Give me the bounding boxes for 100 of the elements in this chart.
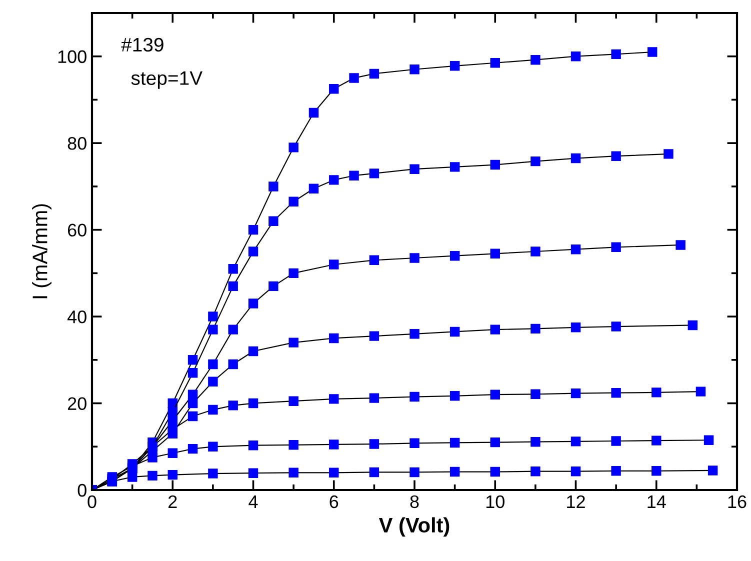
point bbox=[188, 390, 198, 400]
point bbox=[248, 246, 258, 256]
point bbox=[168, 407, 178, 417]
point bbox=[288, 440, 298, 450]
point bbox=[664, 149, 674, 159]
annotation: step=1V bbox=[131, 71, 203, 89]
point bbox=[369, 168, 380, 178]
point bbox=[329, 468, 339, 478]
point bbox=[248, 440, 258, 450]
y-tick-label: 20 bbox=[68, 397, 86, 410]
point bbox=[329, 394, 339, 404]
point bbox=[248, 298, 258, 308]
point bbox=[369, 331, 380, 341]
x-tick-label: 12 bbox=[567, 495, 585, 508]
point bbox=[450, 438, 460, 448]
point bbox=[208, 468, 218, 478]
point bbox=[611, 466, 621, 476]
point bbox=[369, 393, 380, 403]
point bbox=[208, 359, 218, 370]
point bbox=[530, 246, 540, 256]
x-tick-label: 14 bbox=[648, 496, 666, 508]
y-axis-title: I (mA/mm) bbox=[32, 204, 52, 298]
point bbox=[329, 175, 339, 185]
point bbox=[349, 73, 359, 83]
point bbox=[410, 467, 420, 478]
point bbox=[369, 467, 380, 478]
point bbox=[248, 398, 258, 408]
point bbox=[288, 338, 298, 348]
point bbox=[704, 435, 714, 445]
point bbox=[450, 61, 460, 71]
point bbox=[708, 466, 718, 476]
point bbox=[676, 240, 686, 250]
point bbox=[570, 436, 581, 446]
x-tick-label: 4 bbox=[248, 496, 258, 508]
point bbox=[688, 320, 698, 330]
point bbox=[329, 333, 339, 344]
point bbox=[490, 58, 500, 68]
point bbox=[188, 355, 198, 365]
point bbox=[611, 49, 621, 60]
point bbox=[288, 196, 298, 206]
point bbox=[611, 322, 621, 332]
point bbox=[410, 329, 420, 339]
point bbox=[148, 452, 158, 462]
point bbox=[168, 448, 178, 458]
point bbox=[168, 424, 178, 434]
point bbox=[611, 388, 621, 398]
point bbox=[329, 440, 339, 450]
point bbox=[530, 466, 540, 476]
point bbox=[228, 281, 238, 292]
point bbox=[570, 388, 581, 398]
point bbox=[268, 182, 278, 192]
point bbox=[410, 253, 420, 263]
annotation: #139 bbox=[121, 38, 164, 52]
point bbox=[228, 359, 238, 370]
point bbox=[208, 442, 218, 452]
point bbox=[168, 470, 178, 480]
point bbox=[410, 164, 420, 174]
point bbox=[490, 466, 500, 477]
point bbox=[127, 472, 138, 482]
point bbox=[248, 224, 258, 235]
point bbox=[369, 255, 380, 266]
point bbox=[188, 368, 198, 378]
point bbox=[208, 324, 218, 334]
x-tick-label: 0 bbox=[88, 495, 96, 508]
point bbox=[228, 400, 238, 410]
point bbox=[530, 156, 540, 166]
point bbox=[208, 404, 218, 415]
point bbox=[647, 47, 658, 57]
point bbox=[611, 151, 621, 161]
point bbox=[208, 312, 218, 322]
point bbox=[228, 324, 238, 334]
point bbox=[530, 389, 540, 400]
x-tick-label: 16 bbox=[728, 495, 746, 508]
point bbox=[570, 244, 581, 254]
point bbox=[148, 470, 158, 481]
point bbox=[652, 436, 662, 446]
y-tick-label: 100 bbox=[58, 50, 86, 64]
point bbox=[570, 322, 581, 332]
point bbox=[490, 248, 500, 259]
point bbox=[268, 281, 278, 292]
point bbox=[570, 153, 581, 164]
point bbox=[410, 64, 420, 74]
point bbox=[208, 376, 218, 386]
point bbox=[308, 184, 319, 194]
point bbox=[410, 392, 420, 402]
point bbox=[490, 390, 500, 400]
point bbox=[148, 442, 158, 452]
point bbox=[530, 54, 540, 65]
point bbox=[570, 466, 581, 476]
point bbox=[652, 388, 662, 398]
y-tick-label: 0 bbox=[78, 484, 86, 497]
point bbox=[530, 324, 540, 334]
y-tick-label: 40 bbox=[67, 310, 86, 324]
point bbox=[228, 264, 238, 274]
x-tick-label: 2 bbox=[168, 495, 177, 508]
point bbox=[369, 68, 380, 79]
point bbox=[288, 396, 298, 406]
point bbox=[611, 242, 621, 252]
point bbox=[188, 444, 198, 454]
point bbox=[450, 250, 460, 261]
